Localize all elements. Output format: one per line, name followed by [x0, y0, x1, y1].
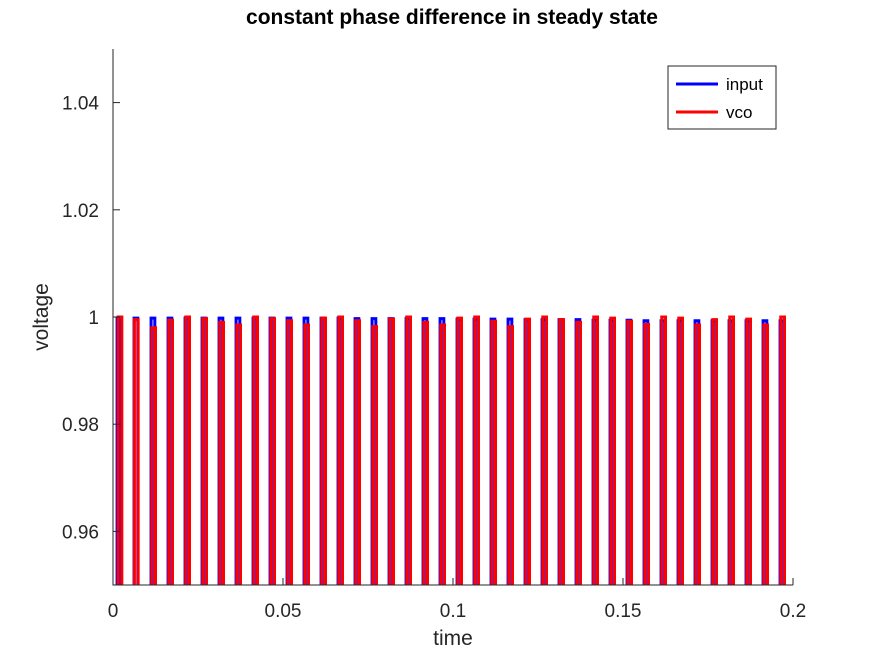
- y-axis-label: voltage: [30, 283, 53, 351]
- x-tick-label: 0.2: [780, 601, 806, 622]
- y-tick-label: 0.96: [62, 522, 99, 543]
- y-tick-label: 0.98: [62, 415, 99, 436]
- legend-box: [667, 65, 777, 130]
- y-tick-label: 1: [88, 308, 99, 329]
- legend: input vco: [667, 65, 777, 130]
- x-tick-label: 0: [108, 601, 119, 622]
- x-tick-label: 0.15: [605, 601, 642, 622]
- chart-title: constant phase difference in steady stat…: [246, 6, 658, 29]
- x-tick-label: 0.1: [440, 601, 466, 622]
- legend-label-input: input: [726, 75, 763, 94]
- ticks: 0 0.05 0.1 0.15 0.2 0.96 0.98 1 1.02 1.04: [62, 94, 806, 622]
- y-tick-label: 1.02: [62, 201, 99, 222]
- y-tick-label: 1.04: [62, 94, 99, 115]
- series-layer: [115, 315, 786, 585]
- x-axis-label: time: [433, 627, 473, 650]
- x-tick-label: 0.05: [265, 601, 302, 622]
- legend-label-vco: vco: [726, 103, 752, 122]
